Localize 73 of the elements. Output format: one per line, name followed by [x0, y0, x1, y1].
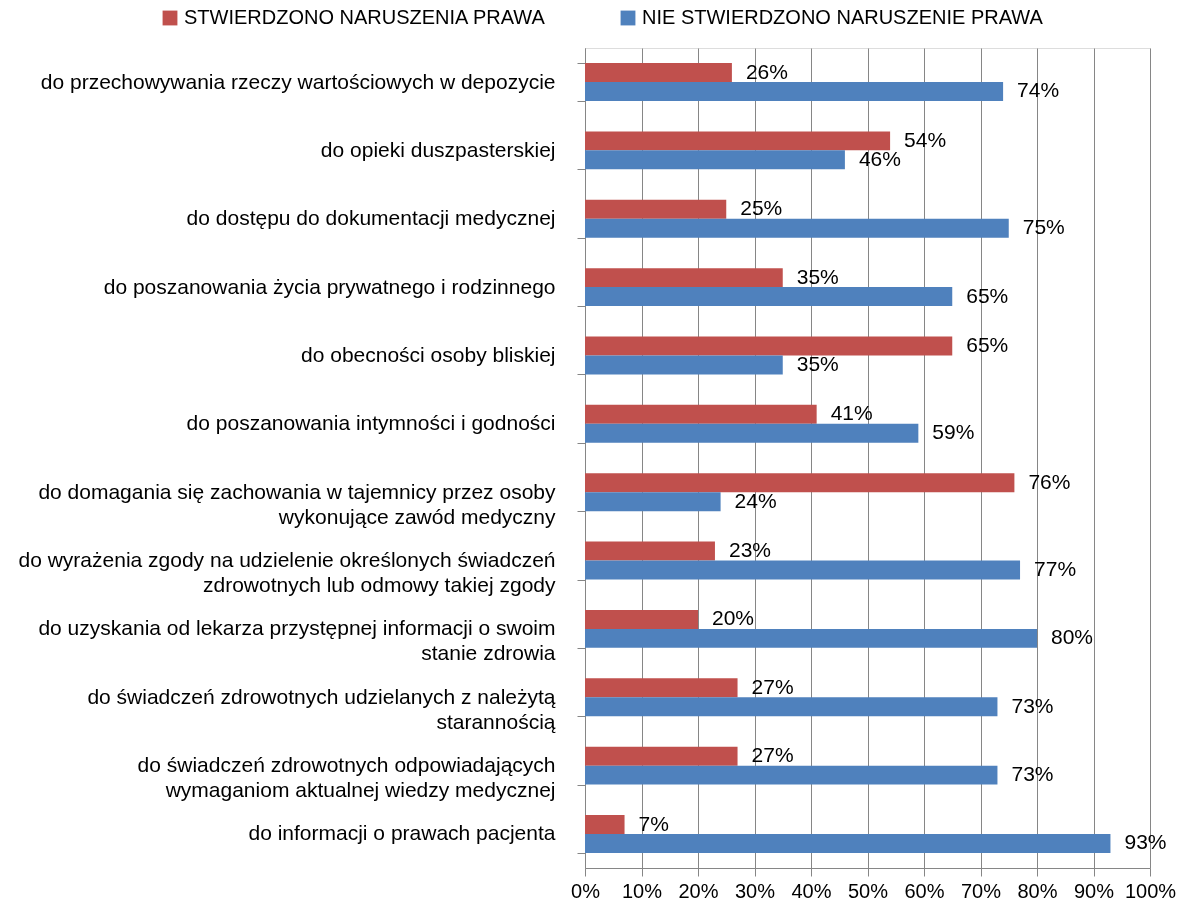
bar [585, 678, 738, 698]
data-label: 75% [1022, 215, 1065, 239]
bar [585, 492, 721, 512]
data-label: 80% [1051, 625, 1094, 649]
y-tick-label: do opieki duszpasterskiej [320, 137, 556, 161]
x-tick-label: 90% [1073, 879, 1115, 902]
data-label: 59% [932, 420, 975, 444]
y-tick-label: do świadczeń zdrowotnych odpowiadających wymaganiom aktualnej wiedzy medycznej [137, 753, 556, 802]
data-label: 77% [1034, 557, 1077, 581]
x-tick-label: 0% [571, 879, 601, 902]
x-tick-label: 60% [904, 879, 945, 902]
bar [585, 287, 953, 307]
data-label: 74% [1017, 78, 1060, 102]
data-label: 20% [712, 606, 755, 630]
x-tick-label: 30% [734, 879, 776, 902]
data-label: 93% [1124, 830, 1167, 854]
data-label: 73% [1011, 693, 1054, 717]
data-label: 24% [734, 488, 777, 512]
bar [585, 628, 1037, 648]
bar [585, 199, 727, 219]
bar [585, 423, 919, 443]
bar [585, 63, 732, 83]
bar [585, 473, 1015, 493]
data-label: 46% [858, 146, 901, 170]
data-label: 65% [966, 332, 1009, 356]
bar [585, 560, 1021, 580]
data-label: 26% [745, 59, 788, 83]
y-tick-label: do obecności osoby bliskiej [301, 342, 556, 366]
bar [585, 815, 625, 834]
bar [585, 355, 783, 375]
bar [585, 82, 1004, 101]
x-tick-label: 80% [1017, 879, 1058, 902]
y-tick-label: do wyrażenia zgody na udzielenie określonych świadczeń zdrowotnych lub odmowy takiej zgody [18, 548, 556, 597]
data-label: 23% [728, 538, 771, 562]
y-tick-label: do dostępu do dokumentacji medycznej [186, 206, 556, 230]
y-tick-label: do domagania się zachowania w tajemnicy przez osoby wykonujące zawód medyczny [38, 479, 556, 528]
data-label: 25% [740, 196, 783, 220]
bar [585, 336, 953, 356]
bar [585, 268, 783, 288]
data-label: 65% [966, 283, 1009, 307]
y-tick-label: do informacji o prawach pacjenta [248, 821, 556, 845]
x-tick-label: 40% [791, 879, 832, 902]
y-tick-label: do uzyskania od lekarza przystępnej informacji o swoim stanie zdrowia [38, 616, 556, 665]
bar [585, 541, 715, 561]
bar [585, 404, 817, 424]
y-tick-label: do świadczeń zdrowotnych udzielanych z należytą starannością [87, 684, 556, 733]
data-label: 41% [830, 401, 873, 425]
y-tick-label: do przechowywania rzeczy wartościowych w depozycie [40, 69, 556, 93]
x-tick-label: 70% [960, 879, 1002, 902]
data-label: 54% [904, 127, 947, 151]
x-tick-label: 100% [1124, 879, 1177, 902]
data-label: 35% [796, 351, 839, 375]
y-tick-label: do poszanowania życia prywatnego i rodzinnego [103, 274, 556, 298]
bar [585, 697, 998, 717]
data-label: 27% [751, 674, 794, 698]
data-label: 76% [1028, 469, 1071, 493]
x-tick-label: 50% [847, 879, 889, 902]
x-tick-label: 10% [621, 879, 663, 902]
x-tick-label: 20% [678, 879, 719, 902]
legend-label: STWIERDZONO NARUSZENIA PRAWA [184, 6, 546, 28]
bar [585, 131, 891, 151]
legend-label: NIE STWIERDZONO NARUSZENIE PRAWA [642, 6, 1044, 28]
y-tick-label: do poszanowania intymności i godności [186, 411, 556, 435]
bar [585, 218, 1009, 238]
bar [585, 150, 845, 170]
bar [585, 609, 698, 629]
bar [585, 833, 1111, 853]
data-label: 7% [638, 811, 669, 835]
data-label: 27% [751, 743, 794, 767]
bar [585, 765, 998, 785]
bar [585, 746, 738, 766]
data-label: 35% [796, 264, 839, 288]
data-label: 73% [1011, 762, 1054, 786]
